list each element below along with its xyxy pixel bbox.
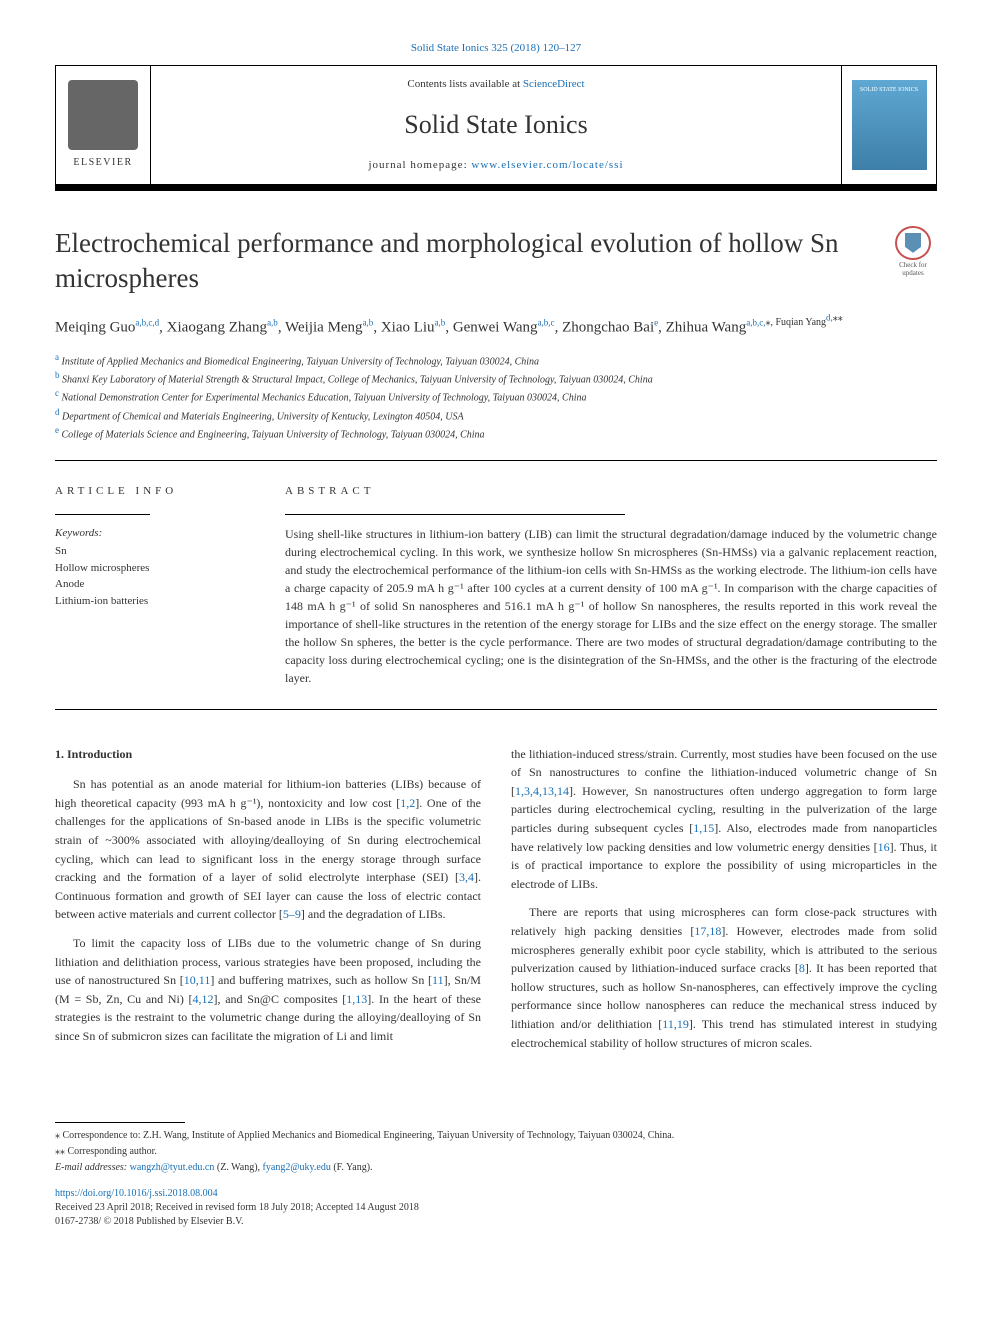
ref-link[interactable]: 16 bbox=[878, 840, 890, 854]
journal-cover-thumb: SOLID STATE IONICS bbox=[852, 80, 927, 170]
ref-link[interactable]: 3,4 bbox=[459, 870, 474, 884]
affiliation: a Institute of Applied Mechanics and Bio… bbox=[55, 351, 937, 369]
affiliation: c National Demonstration Center for Expe… bbox=[55, 387, 937, 405]
article-info: ARTICLE INFO Keywords: SnHollow microsph… bbox=[55, 483, 255, 687]
article-title: Electrochemical performance and morpholo… bbox=[55, 226, 869, 296]
divider bbox=[55, 709, 937, 710]
sciencedirect-link[interactable]: ScienceDirect bbox=[523, 78, 585, 90]
body-paragraph: Sn has potential as an anode material fo… bbox=[55, 775, 481, 924]
keyword: Hollow microspheres bbox=[55, 560, 255, 577]
journal-name: Solid State Ionics bbox=[166, 105, 826, 144]
bookmark-icon bbox=[905, 233, 921, 253]
homepage-link[interactable]: www.elsevier.com/locate/ssi bbox=[471, 159, 623, 171]
corresponding-author-note: ⁎⁎ Corresponding author. bbox=[55, 1145, 937, 1159]
ref-link[interactable]: 5–9 bbox=[283, 907, 301, 921]
journal-citation[interactable]: Solid State Ionics 325 (2018) 120–127 bbox=[55, 40, 937, 57]
footer: ⁎ Correspondence to: Z.H. Wang, Institut… bbox=[55, 1122, 937, 1229]
check-updates-badge[interactable]: Check for updates bbox=[889, 226, 937, 278]
affiliation: b Shanxi Key Laboratory of Material Stre… bbox=[55, 369, 937, 387]
keyword: Sn bbox=[55, 543, 255, 560]
ref-link[interactable]: 11 bbox=[432, 973, 444, 987]
body-paragraph: To limit the capacity loss of LIBs due t… bbox=[55, 934, 481, 1046]
ref-link[interactable]: 1,13 bbox=[346, 992, 367, 1006]
keyword: Lithium-ion batteries bbox=[55, 593, 255, 610]
contents-line: Contents lists available at ScienceDirec… bbox=[166, 76, 826, 93]
contents-prefix: Contents lists available at bbox=[407, 78, 522, 90]
ref-link[interactable]: 1,2 bbox=[400, 796, 415, 810]
email-name: (F. Yang). bbox=[331, 1162, 373, 1173]
email-line: E-mail addresses: wangzh@tyut.edu.cn (Z.… bbox=[55, 1161, 937, 1175]
ref-link[interactable]: 11,19 bbox=[662, 1017, 689, 1031]
affiliation: e College of Materials Science and Engin… bbox=[55, 424, 937, 442]
keyword: Anode bbox=[55, 576, 255, 593]
cover-box: SOLID STATE IONICS bbox=[841, 66, 936, 184]
check-updates-icon bbox=[895, 226, 931, 261]
email-label: E-mail addresses: bbox=[55, 1162, 130, 1173]
elsevier-tree-icon bbox=[68, 80, 138, 150]
section-heading-intro: 1. Introduction bbox=[55, 745, 481, 764]
header-underline bbox=[55, 185, 937, 191]
abstract-heading: ABSTRACT bbox=[285, 483, 937, 500]
body-column-left: 1. Introduction Sn has potential as an a… bbox=[55, 745, 481, 1063]
email-link[interactable]: wangzh@tyut.edu.cn bbox=[130, 1162, 215, 1173]
correspondence-note: ⁎ Correspondence to: Z.H. Wang, Institut… bbox=[55, 1129, 937, 1143]
publisher-name: ELSEVIER bbox=[73, 155, 132, 170]
received-line: Received 23 April 2018; Received in revi… bbox=[55, 1201, 937, 1215]
ref-link[interactable]: 10,11 bbox=[184, 973, 211, 987]
divider bbox=[55, 460, 937, 461]
copyright-line: 0167-2738/ © 2018 Published by Elsevier … bbox=[55, 1215, 937, 1229]
cover-label: SOLID STATE IONICS bbox=[857, 86, 922, 95]
authors: Meiqing Guoa,b,c,d, Xiaogang Zhanga,b, W… bbox=[55, 311, 937, 339]
abstract: ABSTRACT Using shell-like structures in … bbox=[285, 483, 937, 687]
ref-link[interactable]: 8 bbox=[799, 961, 805, 975]
header-center: Contents lists available at ScienceDirec… bbox=[151, 66, 841, 184]
homepage-prefix: journal homepage: bbox=[368, 159, 471, 171]
ref-link[interactable]: 4,12 bbox=[193, 992, 214, 1006]
ref-link[interactable]: 1,15 bbox=[693, 821, 714, 835]
publisher-logo-box: ELSEVIER bbox=[56, 66, 151, 184]
ref-link[interactable]: 1,3,4,13,14 bbox=[515, 784, 569, 798]
abstract-heading-line bbox=[285, 514, 625, 515]
check-updates-label: Check for updates bbox=[889, 262, 937, 277]
body-paragraph: the lithiation-induced stress/strain. Cu… bbox=[511, 745, 937, 894]
keywords-label: Keywords: bbox=[55, 525, 255, 542]
affiliations: a Institute of Applied Mechanics and Bio… bbox=[55, 351, 937, 443]
doi-link[interactable]: https://doi.org/10.1016/j.ssi.2018.08.00… bbox=[55, 1187, 937, 1201]
footer-divider bbox=[55, 1122, 185, 1123]
body-paragraph: There are reports that using microsphere… bbox=[511, 903, 937, 1052]
email-link[interactable]: fyang2@uky.edu bbox=[263, 1162, 331, 1173]
doi-block: https://doi.org/10.1016/j.ssi.2018.08.00… bbox=[55, 1187, 937, 1229]
email-name: (Z. Wang), bbox=[214, 1162, 262, 1173]
body-column-right: the lithiation-induced stress/strain. Cu… bbox=[511, 745, 937, 1063]
article-info-heading: ARTICLE INFO bbox=[55, 483, 255, 500]
keywords-list: SnHollow microspheresAnodeLithium-ion ba… bbox=[55, 543, 255, 609]
ref-link[interactable]: 17,18 bbox=[694, 924, 721, 938]
abstract-text: Using shell-like structures in lithium-i… bbox=[285, 525, 937, 687]
affiliation: d Department of Chemical and Materials E… bbox=[55, 406, 937, 424]
homepage-line: journal homepage: www.elsevier.com/locat… bbox=[166, 157, 826, 174]
info-heading-line bbox=[55, 514, 150, 515]
journal-header: ELSEVIER Contents lists available at Sci… bbox=[55, 65, 937, 185]
